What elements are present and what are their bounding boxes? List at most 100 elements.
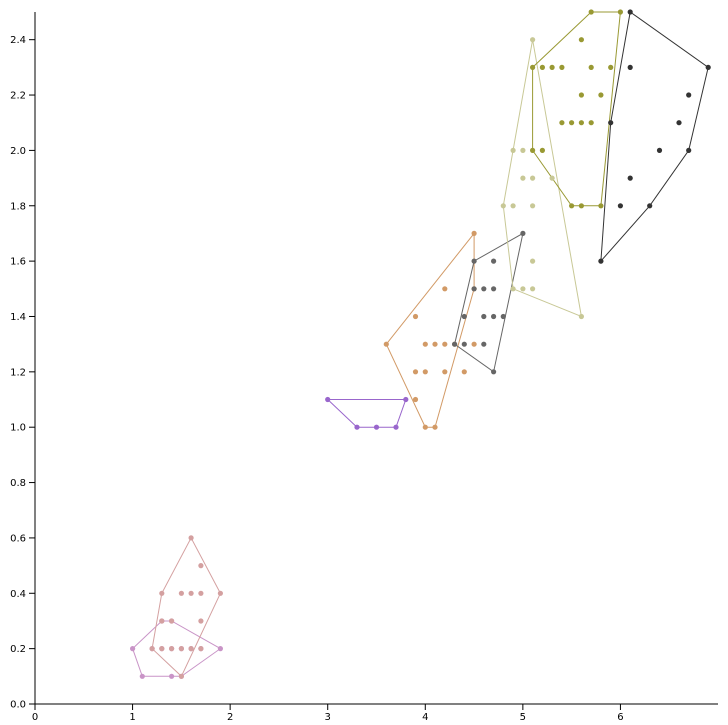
series-4-point-0 bbox=[452, 341, 458, 347]
y-tick-label-11: 2.2 bbox=[10, 91, 26, 102]
series-2-point-0 bbox=[325, 396, 331, 403]
series-4-point-10 bbox=[491, 313, 497, 320]
series-3-point-14 bbox=[471, 230, 477, 236]
series-5-point-12 bbox=[549, 175, 555, 181]
series-4-point-6 bbox=[481, 313, 487, 320]
series-5-point-7 bbox=[530, 37, 536, 43]
y-tick-label-3: 0.6 bbox=[10, 533, 26, 544]
series-5-point-11 bbox=[530, 286, 536, 292]
series-3-point-0 bbox=[383, 341, 389, 347]
series-1-point-10 bbox=[149, 646, 155, 652]
series-6-point-11 bbox=[578, 120, 585, 126]
y-tick-label-8: 1.6 bbox=[10, 257, 26, 268]
series-3-point-13 bbox=[461, 369, 467, 375]
x-tick-label-2: 2 bbox=[227, 712, 233, 723]
series-5-point-5 bbox=[520, 175, 526, 181]
series-4-hull bbox=[454, 232, 524, 373]
series-6-point-13 bbox=[588, 9, 594, 15]
hull-layer bbox=[132, 11, 709, 678]
y-tick-label-4: 0.8 bbox=[10, 478, 26, 489]
series-6-point-7 bbox=[569, 120, 575, 126]
series-1-point-9 bbox=[159, 618, 165, 624]
series-7-point-2 bbox=[617, 203, 624, 209]
series-2-hull bbox=[326, 399, 407, 428]
series-1-point-7 bbox=[198, 618, 204, 624]
series-7-point-11 bbox=[705, 64, 711, 70]
y-tick-label-5: 1.0 bbox=[10, 423, 26, 434]
series-4-point-12 bbox=[500, 313, 506, 320]
x-tick-label-6: 6 bbox=[617, 712, 623, 723]
series-4-point-11 bbox=[491, 369, 497, 375]
series-3-point-6 bbox=[422, 424, 428, 430]
series-3-point-7 bbox=[432, 341, 438, 347]
series-5-point-1 bbox=[510, 147, 516, 153]
series-1-point-3 bbox=[198, 590, 204, 596]
series-5-point-3 bbox=[510, 286, 516, 292]
series-0-hull bbox=[132, 620, 222, 677]
series-4-point-5 bbox=[481, 286, 487, 292]
series-7-point-3 bbox=[627, 9, 633, 15]
y-tick-label-10: 2.0 bbox=[10, 146, 26, 157]
x-tick-label-5: 5 bbox=[520, 712, 526, 723]
y-tick-label-0: 0.0 bbox=[10, 700, 26, 711]
series-0-point-5 bbox=[169, 673, 175, 679]
series-1-point-5 bbox=[188, 535, 194, 541]
y-tick-label-7: 1.4 bbox=[10, 312, 26, 323]
series-1-point-13 bbox=[178, 646, 184, 652]
series-1-point-14 bbox=[188, 646, 194, 652]
series-3-point-16 bbox=[471, 341, 477, 347]
series-1-point-6 bbox=[198, 563, 204, 569]
y-tick-label-6: 1.2 bbox=[10, 367, 26, 378]
series-7-point-0 bbox=[598, 258, 604, 264]
series-0-point-0 bbox=[130, 646, 136, 652]
series-1-hull bbox=[151, 536, 221, 678]
series-5-point-4 bbox=[520, 147, 526, 153]
series-7-point-6 bbox=[647, 203, 653, 209]
series-7-point-9 bbox=[686, 92, 692, 98]
series-1-point-1 bbox=[178, 590, 184, 596]
series-2-point-2 bbox=[373, 424, 380, 430]
series-2-point-4 bbox=[403, 396, 409, 403]
series-4-point-2 bbox=[461, 341, 467, 347]
series-5-point-6 bbox=[520, 286, 526, 292]
series-6-point-8 bbox=[569, 203, 575, 209]
series-7-point-4 bbox=[627, 64, 633, 70]
x-tick-label-1: 1 bbox=[129, 712, 135, 723]
series-7-point-8 bbox=[676, 120, 682, 126]
series-6-point-5 bbox=[559, 64, 565, 70]
series-6-point-6 bbox=[559, 120, 565, 126]
series-5-point-10 bbox=[530, 258, 536, 264]
series-4-point-9 bbox=[491, 286, 497, 292]
series-1-point-12 bbox=[169, 646, 175, 652]
series-5-point-2 bbox=[510, 203, 516, 209]
series-0-point-1 bbox=[139, 673, 145, 679]
y-tick-label-1: 0.2 bbox=[10, 644, 26, 655]
series-4-point-4 bbox=[471, 286, 477, 292]
series-2-point-3 bbox=[393, 424, 399, 430]
series-3-point-2 bbox=[412, 369, 419, 375]
series-4-point-13 bbox=[520, 230, 526, 236]
series-7-point-1 bbox=[608, 120, 614, 126]
x-tick-label-4: 4 bbox=[422, 712, 428, 723]
series-6-point-3 bbox=[539, 147, 546, 153]
series-7-point-7 bbox=[656, 147, 663, 153]
series-7-point-5 bbox=[627, 175, 633, 181]
series-6-point-10 bbox=[578, 92, 585, 98]
series-6-point-18 bbox=[608, 64, 614, 70]
series-1-point-15 bbox=[198, 646, 204, 652]
series-5-point-8 bbox=[530, 175, 536, 181]
x-tick-label-3: 3 bbox=[325, 712, 331, 723]
series-4-point-8 bbox=[491, 258, 497, 264]
series-3-point-5 bbox=[422, 369, 428, 375]
series-6-point-0 bbox=[530, 64, 536, 70]
series-3-point-4 bbox=[422, 341, 428, 347]
series-5-point-0 bbox=[500, 203, 506, 209]
series-3-point-11 bbox=[442, 369, 448, 375]
series-1-point-0 bbox=[159, 590, 165, 596]
series-3-point-9 bbox=[442, 286, 448, 292]
series-3-point-10 bbox=[442, 341, 448, 347]
series-6-point-19 bbox=[617, 9, 624, 15]
series-6-point-14 bbox=[588, 64, 594, 70]
series-5-point-9 bbox=[530, 203, 536, 209]
